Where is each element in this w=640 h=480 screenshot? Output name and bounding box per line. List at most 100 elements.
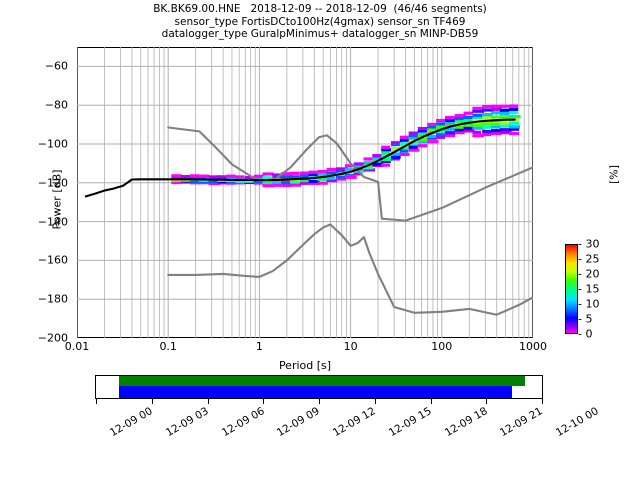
ppsd-histogram-cell bbox=[171, 174, 182, 178]
ppsd-histogram-cell bbox=[427, 128, 438, 132]
ppsd-histogram-cell bbox=[499, 121, 509, 125]
ppsd-histogram-cell bbox=[181, 175, 192, 179]
coverage-tick bbox=[151, 399, 153, 404]
ppsd-histogram-cell bbox=[472, 134, 485, 138]
ppsd-histogram-cell bbox=[253, 174, 265, 178]
ppsd-histogram-cell bbox=[491, 111, 501, 115]
coverage-time-label: 12-09 18 bbox=[442, 405, 490, 440]
ppsd-histogram-cell bbox=[408, 148, 420, 152]
ppsd-histogram-cell bbox=[509, 107, 519, 111]
grid-minor-lines bbox=[104, 47, 530, 338]
coverage-segment-blue bbox=[119, 386, 512, 398]
ppsd-histogram-cell bbox=[427, 134, 439, 138]
ppsd-histogram-cell bbox=[472, 113, 484, 117]
ppsd-histogram-cell bbox=[308, 172, 319, 177]
ppsd-mode-curve bbox=[84, 118, 516, 198]
ppsd-histogram-cell bbox=[463, 126, 474, 130]
ppsd-histogram-cell bbox=[281, 172, 293, 176]
ppsd-histogram-cell bbox=[491, 107, 502, 111]
x-axis-title: Period [s] bbox=[278, 359, 332, 372]
noise-model-curve bbox=[167, 223, 533, 316]
ppsd-histogram-cell bbox=[454, 125, 466, 129]
ppsd-histogram-cell bbox=[317, 172, 328, 176]
y-tick-label: −60 bbox=[44, 59, 68, 73]
y-tick-label: −200 bbox=[37, 331, 68, 345]
ppsd-plot-canvas[interactable] bbox=[77, 47, 533, 338]
ppsd-histogram-cell bbox=[482, 108, 494, 112]
ppsd-histogram-cell bbox=[509, 115, 521, 119]
ppsd-histogram-cell bbox=[472, 109, 485, 113]
ppsd-histogram-cell bbox=[336, 175, 346, 179]
coverage-tick bbox=[374, 399, 376, 404]
ppsd-histogram-cell bbox=[399, 149, 409, 153]
coverage-time-label: 12-09 06 bbox=[219, 405, 267, 440]
ppsd-histogram-cell bbox=[417, 126, 430, 131]
ppsd-histogram-cell bbox=[509, 127, 520, 131]
ppsd-histogram-cell bbox=[509, 104, 519, 108]
ppsd-histogram-cell bbox=[262, 176, 272, 180]
ppsd-histogram-cell bbox=[226, 180, 238, 184]
ppsd-histogram-cell bbox=[262, 184, 275, 188]
coverage-tick bbox=[430, 399, 432, 404]
ppsd-histogram-cell bbox=[499, 131, 512, 135]
ppsd-histogram-cell bbox=[381, 159, 391, 164]
ppsd-histogram-cell bbox=[217, 175, 230, 179]
ppsd-histogram-cell bbox=[399, 135, 409, 139]
x-tick-label: 100 bbox=[431, 340, 453, 353]
ppsd-histogram-cell bbox=[253, 176, 266, 181]
ppsd-histogram-cell bbox=[408, 133, 419, 138]
ppsd-histogram-cell bbox=[463, 129, 475, 133]
ppsd-histogram-cell bbox=[408, 145, 418, 149]
ppsd-histogram-cell bbox=[491, 131, 502, 136]
ppsd-histogram-cell bbox=[336, 167, 348, 171]
ppsd-histogram-cell bbox=[189, 174, 200, 178]
ppsd-histogram-cell bbox=[272, 180, 284, 184]
ppsd-histogram-cell bbox=[482, 125, 493, 129]
ppsd-histogram-cell bbox=[235, 175, 245, 179]
ppsd-histogram-cell bbox=[372, 154, 384, 158]
ppsd-histogram-cell bbox=[463, 111, 473, 115]
ppsd-histogram-cells bbox=[171, 104, 521, 188]
y-tick-label: −80 bbox=[44, 98, 68, 112]
y-axis-title: Power [dB] bbox=[50, 169, 64, 230]
ppsd-histogram-cell bbox=[372, 162, 384, 166]
colorbar-unit-label: [%] bbox=[607, 164, 621, 185]
ppsd-histogram-cell bbox=[262, 172, 274, 176]
ppsd-histogram-cell bbox=[390, 152, 403, 156]
ppsd-histogram-cell bbox=[509, 131, 520, 136]
noise-model-curve bbox=[167, 126, 533, 222]
ppsd-histogram-cell bbox=[308, 181, 321, 185]
ppsd-histogram-cell bbox=[189, 176, 200, 180]
ppsd-histogram-cell bbox=[399, 146, 411, 150]
ppsd-histogram-cell bbox=[499, 111, 510, 116]
ppsd-histogram-cell bbox=[308, 170, 319, 174]
y-tick-label: −120 bbox=[37, 176, 68, 190]
ppsd-histogram-cell bbox=[344, 175, 357, 179]
x-tick-label: 10 bbox=[343, 340, 358, 353]
data-coverage-bar[interactable] bbox=[95, 375, 543, 399]
ppsd-histogram-cell bbox=[262, 180, 274, 184]
colorbar-tick-label: - 10 bbox=[578, 297, 600, 311]
ppsd-histogram-cell bbox=[381, 148, 392, 152]
ppsd-histogram-cell bbox=[363, 161, 373, 165]
ppsd-histogram-cell bbox=[281, 175, 292, 179]
coverage-segment-green bbox=[119, 376, 526, 386]
ppsd-histogram-cell bbox=[444, 127, 457, 131]
ppsd-histogram-cell bbox=[499, 128, 512, 132]
ppsd-histogram-cell bbox=[363, 166, 373, 170]
plot-title-line-3: datalogger_type GuralpMinimus+ datalogge… bbox=[161, 28, 479, 41]
plot-title-line-1: BK.BK69.00.HNE 2018-12-09 -- 2018-12-09 … bbox=[153, 3, 487, 15]
ppsd-histogram-cell bbox=[189, 179, 201, 184]
colorbar[interactable] bbox=[565, 244, 578, 334]
ppsd-histogram-cell bbox=[408, 131, 420, 135]
ppsd-histogram-cell bbox=[472, 115, 484, 120]
ppsd-histogram-cell bbox=[326, 167, 338, 172]
ppsd-histogram-cell bbox=[499, 108, 510, 112]
ppsd-histogram-cell bbox=[482, 122, 493, 126]
coverage-time-labels: 12-09 00 12-09 03 12-09 06 12-09 09 12-09 12… bbox=[0, 404, 640, 474]
ppsd-histogram-cell bbox=[344, 168, 357, 172]
ppsd-histogram-cell bbox=[482, 115, 493, 119]
ppsd-histogram-cell bbox=[491, 104, 503, 108]
y-tick-label: −180 bbox=[37, 292, 68, 306]
